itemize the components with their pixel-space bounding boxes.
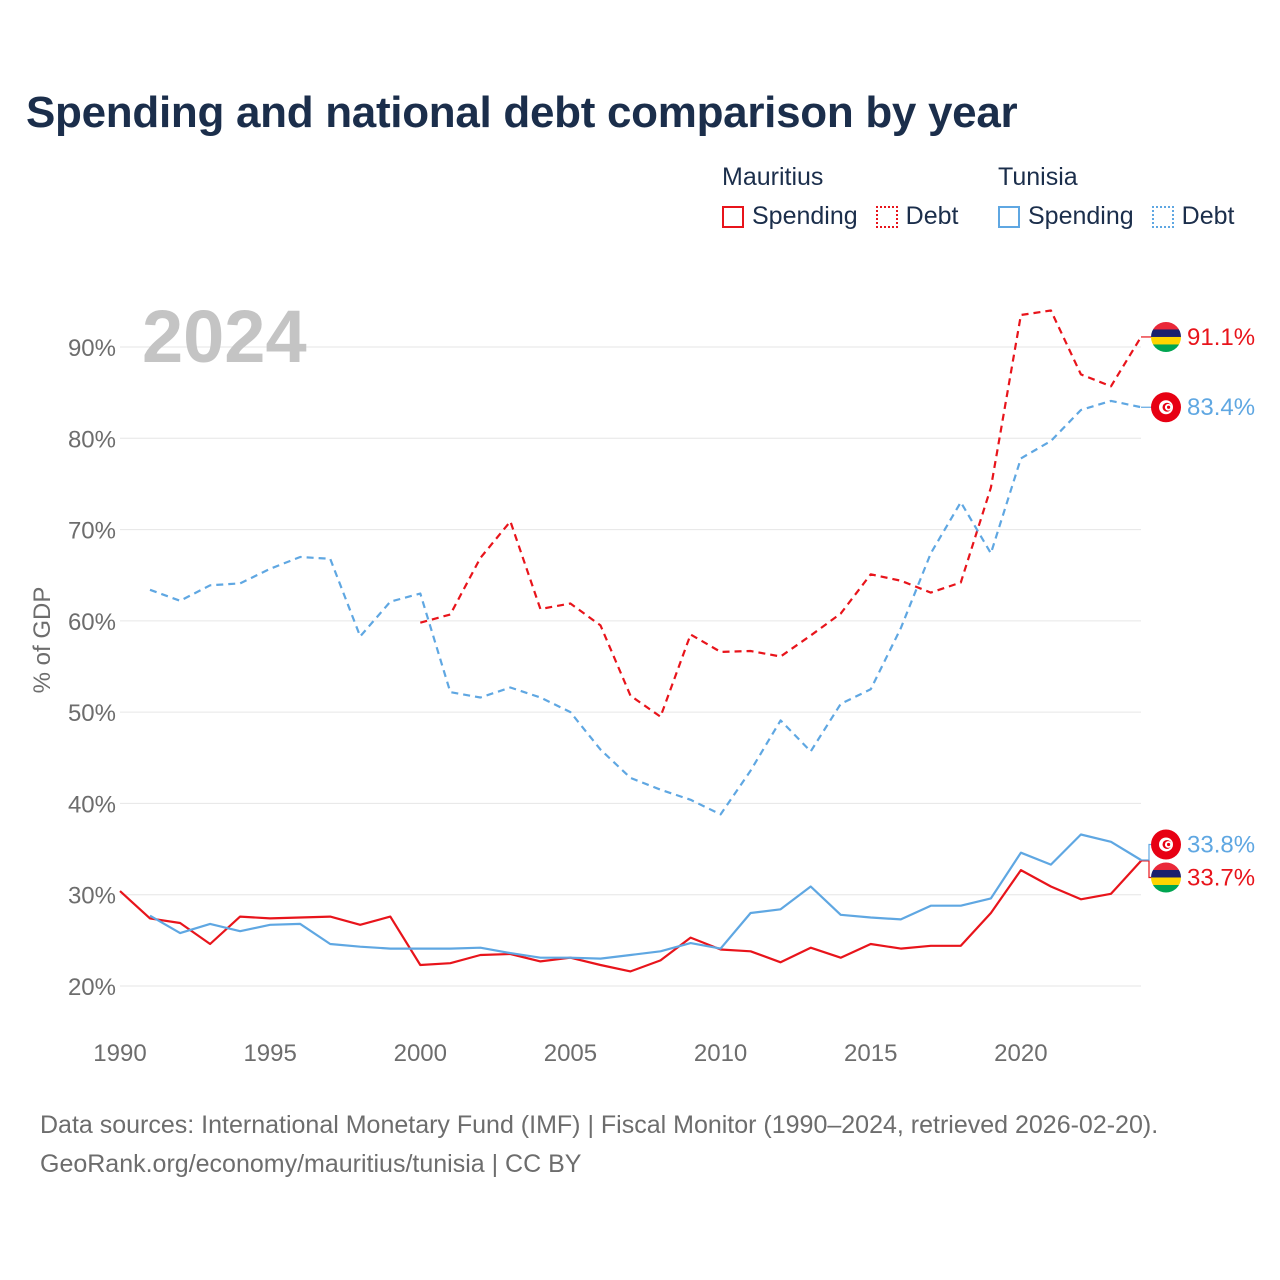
series-line-mauritius-debt[interactable] [420, 309, 1142, 718]
legend-group-tunisia: Tunisia Spending Debt [998, 160, 1252, 231]
x-axis-ticks: 1990 1995 2000 2005 2010 2015 2020 [93, 1040, 1047, 1067]
x-tick-label: 1995 [243, 1040, 296, 1067]
x-tick-label: 2015 [844, 1040, 897, 1067]
series-line-mauritius-spending[interactable] [119, 860, 1142, 973]
x-tick-label: 2010 [694, 1040, 747, 1067]
legend-tunisia-debt[interactable]: Debt [1151, 202, 1235, 231]
legend-mauritius-spending[interactable]: Spending [722, 202, 858, 231]
y-tick-label: 40% [68, 791, 116, 818]
end-labels: 33.7% 91.1% 33.8% 83.4% [1141, 321, 1255, 893]
y-tick-label: 70% [68, 518, 116, 545]
x-tick-label: 2000 [394, 1040, 447, 1067]
mauritius-flag-icon [1151, 321, 1181, 352]
legend-group-mauritius: Mauritius Spending Debt [722, 160, 976, 231]
y-tick-label: 60% [68, 609, 116, 636]
legend-tunisia-spending[interactable]: Spending [998, 202, 1134, 231]
legend-dotted-swatch-icon [875, 205, 898, 228]
legend-country-mauritius: Mauritius [722, 163, 824, 191]
tunisia-flag-icon [1151, 829, 1181, 860]
series-layer [119, 309, 1142, 973]
footer-sources: Data sources: International Monetary Fun… [40, 1111, 1159, 1139]
y-tick-label: 50% [68, 700, 116, 727]
legend-label: Spending [752, 202, 858, 230]
y-tick-label: 90% [68, 335, 116, 362]
legend-solid-swatch-icon [998, 205, 1020, 228]
tunisia-flag-icon [1151, 392, 1181, 423]
x-tick-label: 2005 [544, 1040, 597, 1067]
y-tick-label: 30% [68, 883, 116, 910]
end-value-label: 33.8% [1187, 831, 1255, 858]
legend-dotted-swatch-icon [1151, 205, 1174, 228]
x-tick-label: 2020 [994, 1040, 1047, 1067]
legend-label: Debt [905, 202, 959, 230]
legend-label: Spending [1028, 202, 1134, 230]
legend-country-tunisia: Tunisia [998, 163, 1078, 191]
series-line-tunisia-spending[interactable] [149, 833, 1142, 960]
end-value-label: 83.4% [1187, 394, 1255, 421]
end-value-label: 91.1% [1187, 324, 1255, 351]
y-tick-label: 20% [68, 974, 116, 1001]
y-axis-label: % of GDP [29, 587, 56, 694]
mauritius-flag-icon [1151, 862, 1181, 893]
legend-solid-swatch-icon [722, 205, 744, 228]
chart-title: Spending and national debt comparison by… [26, 88, 1018, 137]
y-tick-label: 80% [68, 426, 116, 453]
footer: Data sources: International Monetary Fun… [40, 1106, 1158, 1184]
footer-link[interactable]: GeoRank.org/economy/mauritius/tunisia | … [40, 1150, 582, 1178]
legend-label: Debt [1181, 202, 1235, 230]
x-tick-label: 1990 [93, 1040, 146, 1067]
year-watermark: 2024 [142, 295, 307, 378]
y-axis-ticks: 20% 30% 40% 50% 60% 70% 80% 90% [68, 335, 116, 1001]
grid-layer [120, 346, 1141, 987]
end-value-label: 33.7% [1187, 864, 1255, 891]
series-line-tunisia-debt[interactable] [149, 399, 1142, 816]
legend-mauritius-debt[interactable]: Debt [875, 202, 959, 231]
